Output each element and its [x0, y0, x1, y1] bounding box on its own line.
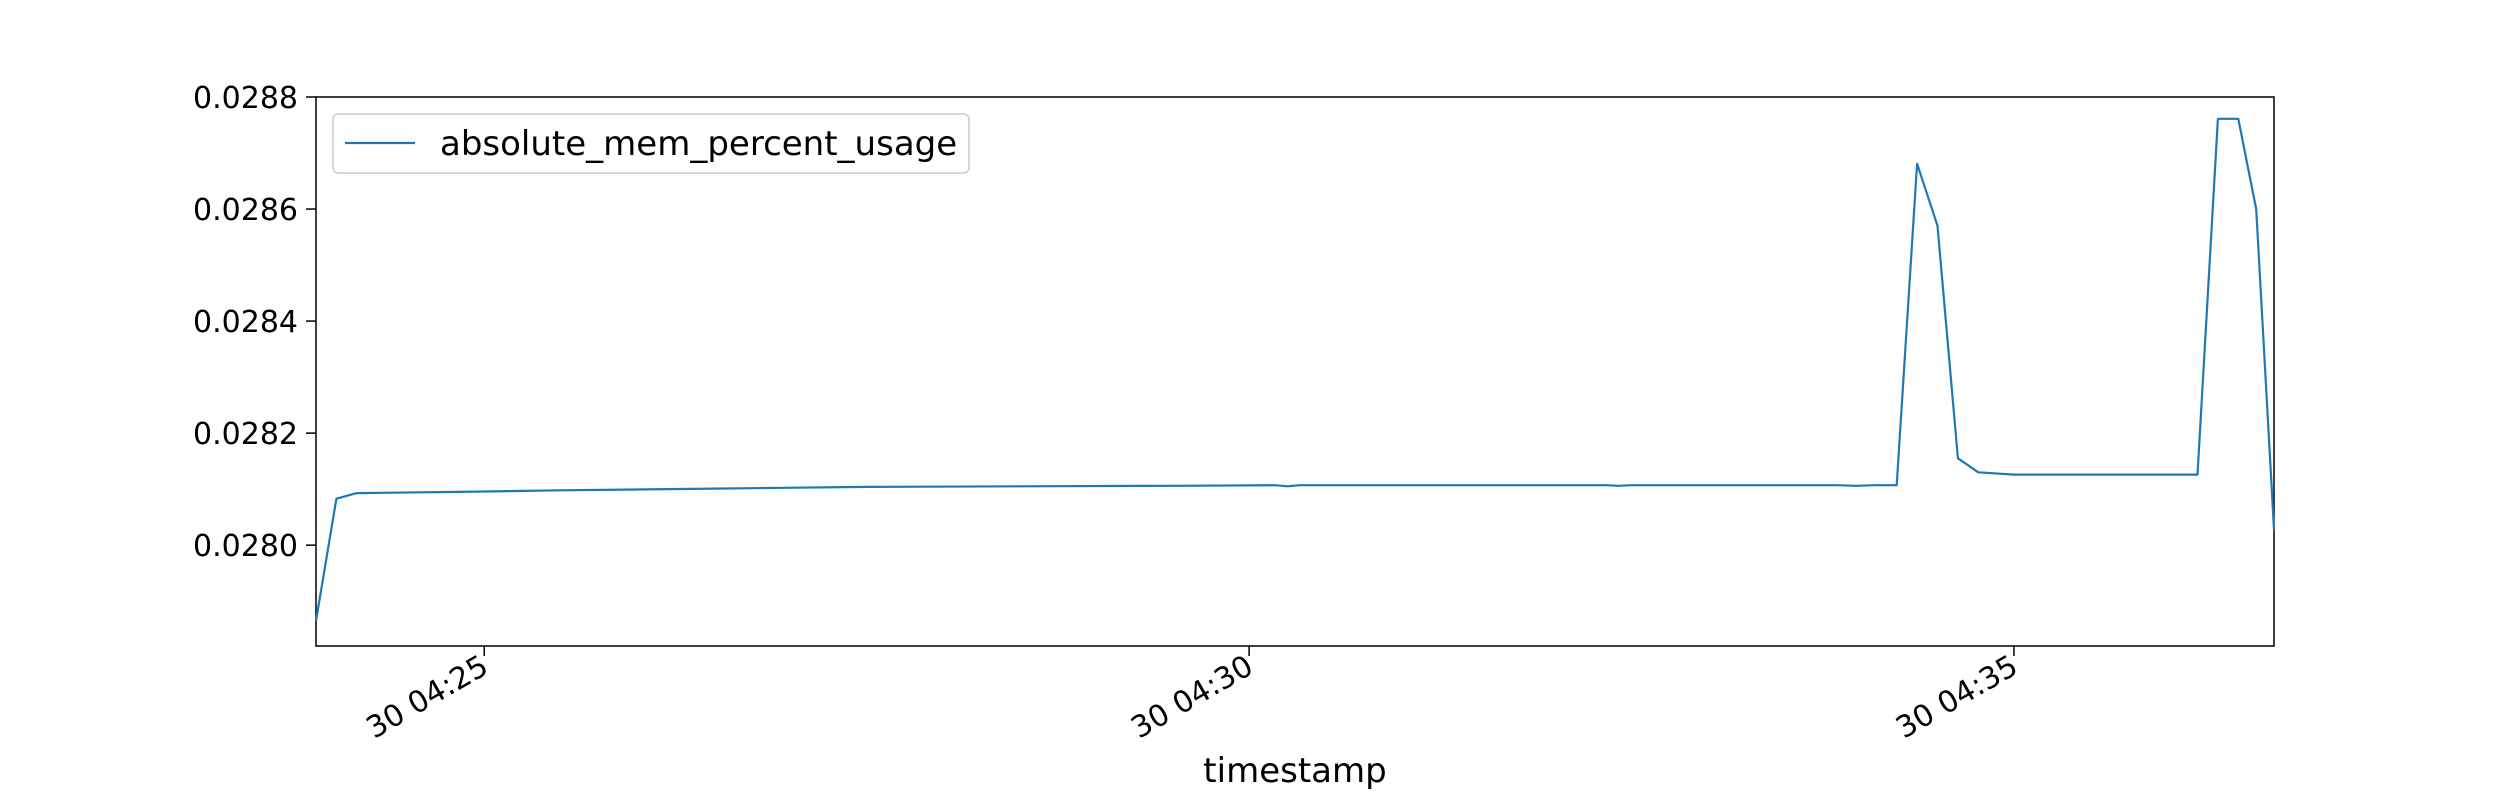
x-axis-ticks: 30 04:25 30 04:30 30 04:35 — [361, 646, 2024, 746]
y-tick-label: 0.0280 — [193, 529, 298, 564]
x-tick-label: 30 04:25 — [361, 649, 495, 746]
y-tick-label: 0.0284 — [193, 305, 298, 340]
plot-area — [316, 97, 2274, 646]
x-tick-label: 30 04:35 — [1890, 649, 2024, 746]
y-tick-label: 0.0282 — [193, 417, 298, 452]
x-tick-label: 30 04:30 — [1125, 649, 1259, 746]
x-axis-label: timestamp — [1203, 751, 1386, 791]
plot-frame — [316, 97, 2274, 646]
y-tick-label: 0.0288 — [193, 81, 298, 116]
legend-entry-label: absolute_mem_percent_usage — [440, 124, 957, 164]
y-tick-label: 0.0286 — [193, 193, 298, 228]
y-axis-ticks: 0.0280 0.0282 0.0284 0.0286 0.0288 — [193, 81, 316, 564]
legend: absolute_mem_percent_usage — [333, 114, 969, 173]
